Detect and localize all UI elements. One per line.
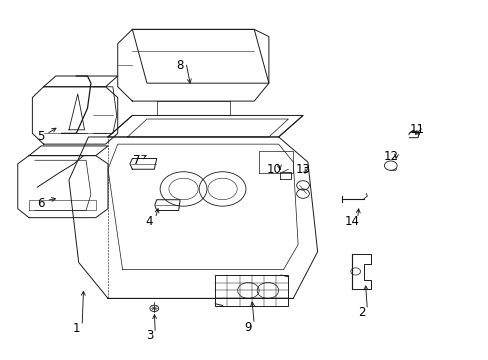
Text: 4: 4 <box>145 215 153 228</box>
Text: 1: 1 <box>72 322 80 335</box>
Text: 5: 5 <box>37 130 44 144</box>
Text: 14: 14 <box>344 215 359 228</box>
Text: 11: 11 <box>409 123 424 136</box>
Text: 9: 9 <box>244 320 252 333</box>
Text: 12: 12 <box>383 150 397 163</box>
Text: 13: 13 <box>295 163 310 176</box>
Text: 2: 2 <box>357 306 365 319</box>
Text: 3: 3 <box>145 329 153 342</box>
Text: 8: 8 <box>176 59 183 72</box>
Text: 10: 10 <box>266 163 281 176</box>
Text: 7: 7 <box>132 154 140 167</box>
Text: 6: 6 <box>37 197 44 210</box>
